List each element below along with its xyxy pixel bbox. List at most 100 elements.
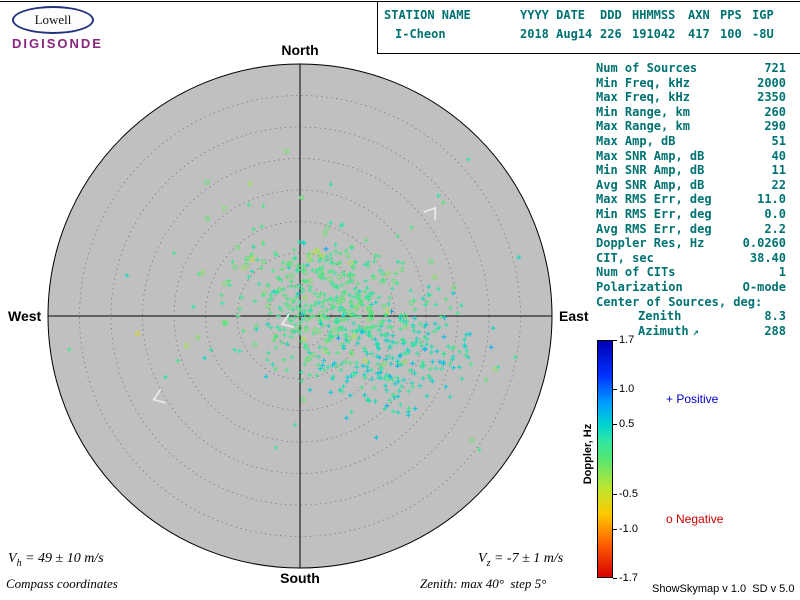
source-point-positive: [398, 402, 403, 408]
source-point-positive: [437, 359, 443, 365]
source-point-positive: [345, 316, 351, 322]
source-point-positive: [246, 202, 252, 208]
source-point-negative: [408, 300, 414, 306]
source-point-positive: [398, 353, 403, 358]
source-point-positive: [368, 310, 374, 315]
source-point-positive: [387, 295, 393, 301]
source-point-positive: [399, 384, 404, 389]
source-point-positive: [333, 319, 339, 325]
source-point-negative: [349, 350, 355, 356]
header-column: HHMMSS 191042: [632, 8, 688, 41]
source-point-positive: [270, 362, 275, 367]
source-point-positive: [378, 369, 383, 375]
source-point-positive: [347, 393, 353, 398]
source-point-positive: [366, 297, 371, 302]
source-point-positive: [190, 304, 196, 310]
source-point-positive: [403, 321, 409, 327]
source-point-positive: [406, 412, 411, 418]
source-point-positive: [318, 321, 324, 327]
stat-row: Max Amp, dB 51: [596, 134, 786, 149]
source-point-positive: [391, 394, 397, 400]
source-point-positive: [226, 278, 232, 283]
source-point-positive: [439, 366, 445, 372]
source-point-positive: [447, 394, 453, 400]
source-point-positive: [377, 327, 382, 333]
stat-label: Avg RMS Err, deg: [596, 221, 712, 236]
source-point-positive: [357, 289, 363, 294]
source-point-positive: [316, 354, 322, 359]
source-point-positive: [431, 329, 437, 334]
source-point-positive: [376, 375, 382, 380]
source-point-positive: [355, 340, 360, 346]
source-point-positive: [455, 310, 460, 316]
source-point-positive: [367, 291, 373, 297]
source-point-negative: [339, 295, 345, 301]
source-point-positive: [347, 271, 353, 277]
drift-arrow: [423, 206, 436, 221]
source-point-positive: [300, 240, 306, 245]
source-point-negative: [245, 256, 251, 261]
source-point-positive: [447, 361, 453, 367]
source-point-positive: [344, 280, 350, 286]
source-point-positive: [420, 375, 426, 381]
source-point-positive: [321, 276, 327, 281]
source-point-positive: [314, 269, 320, 275]
source-point-positive: [320, 304, 326, 309]
source-point-positive: [390, 377, 395, 383]
source-point-negative: [382, 361, 388, 367]
source-point-positive: [422, 302, 428, 308]
source-point-positive: [370, 273, 376, 279]
source-point-positive: [265, 283, 270, 288]
source-point-positive: [380, 271, 385, 277]
source-point-positive: [339, 282, 345, 288]
legend-negative: o Negative: [666, 512, 724, 526]
source-point-positive: [241, 328, 246, 334]
header-column-value: 191042: [632, 27, 676, 41]
source-point-positive: [424, 299, 430, 305]
source-point-negative: [200, 270, 206, 276]
source-point-positive: [338, 367, 344, 373]
source-point-positive: [390, 392, 396, 397]
source-point-positive: [261, 203, 266, 209]
source-point-positive: [349, 245, 355, 251]
stat-value: 721: [764, 61, 786, 75]
source-point-positive: [249, 269, 255, 274]
source-point-positive: [282, 327, 287, 332]
source-point-positive: [341, 343, 347, 349]
source-point-positive: [366, 329, 372, 335]
source-point-negative: [402, 359, 408, 365]
source-point-positive: [342, 289, 348, 295]
source-point-positive: [326, 332, 332, 338]
source-point-positive: [349, 409, 354, 415]
source-point-positive: [467, 331, 473, 337]
source-point-positive: [407, 367, 413, 373]
source-point-positive: [375, 342, 380, 348]
source-point-positive: [398, 318, 404, 324]
source-point-positive: [351, 320, 356, 326]
source-point-negative: [232, 264, 238, 270]
source-point-positive: [343, 327, 348, 332]
source-point-positive: [320, 363, 325, 368]
source-point-positive: [304, 278, 310, 284]
source-point-positive: [435, 326, 440, 331]
source-point-positive: [357, 313, 363, 319]
source-point-positive: [285, 296, 291, 302]
source-point-positive: [424, 337, 430, 342]
source-point-positive: [343, 359, 349, 364]
source-point-positive: [252, 298, 258, 304]
compass-label-east: East: [559, 308, 589, 324]
source-point-positive: [350, 328, 355, 334]
stat-label: Max Amp, dB: [596, 133, 676, 148]
source-point-positive: [477, 447, 482, 452]
source-point-positive: [369, 323, 375, 329]
source-point-positive: [288, 334, 294, 339]
source-point-positive: [328, 260, 334, 266]
source-point-positive: [349, 304, 355, 309]
source-point-positive: [406, 349, 411, 355]
source-point-negative: [362, 358, 368, 364]
stat-label: Polarization: [596, 279, 683, 294]
stat-value: 22: [771, 177, 786, 192]
source-point-negative: [358, 299, 363, 304]
source-point-positive: [369, 334, 374, 340]
doppler-colorbar: [597, 340, 613, 578]
